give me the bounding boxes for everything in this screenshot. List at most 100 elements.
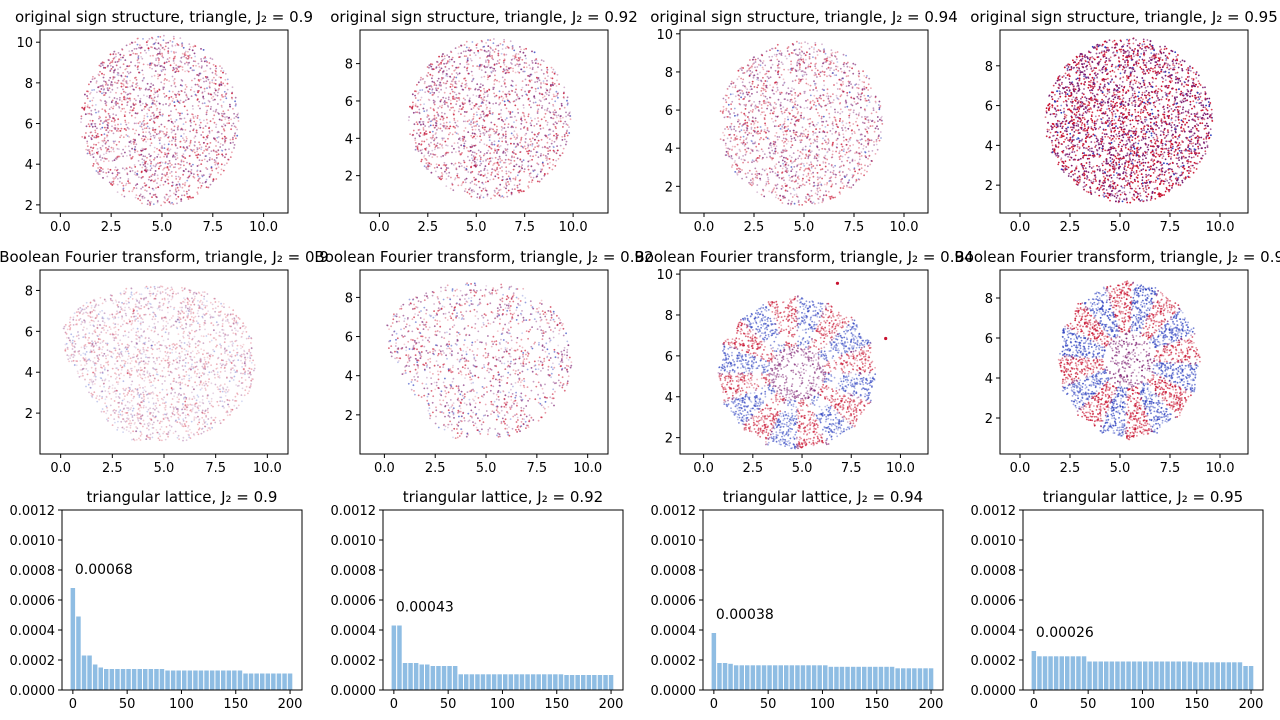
- scatter-point: [181, 56, 183, 58]
- scatter-point: [100, 120, 102, 122]
- scatter-point: [203, 136, 205, 138]
- scatter-point: [158, 133, 160, 135]
- scatter-point: [186, 62, 188, 64]
- scatter-point: [135, 130, 137, 132]
- scatter-point: [192, 108, 194, 110]
- scatter-point: [167, 166, 169, 168]
- scatter-point: [136, 79, 138, 81]
- scatter-point: [148, 49, 150, 51]
- scatter-point: [113, 147, 115, 149]
- scatter-point: [139, 164, 141, 166]
- scatter-point: [131, 42, 133, 44]
- scatter-point: [105, 143, 107, 145]
- scatter-point: [478, 129, 480, 131]
- scatter-point: [84, 102, 86, 104]
- scatter-point: [129, 100, 131, 102]
- scatter-point: [135, 87, 137, 89]
- scatter-point: [190, 125, 192, 127]
- scatter-point: [532, 137, 534, 139]
- scatter-point: [221, 150, 223, 152]
- scatter-point: [110, 169, 112, 171]
- scatter-point: [106, 176, 108, 178]
- scatter-point: [123, 78, 125, 80]
- scatter-point: [501, 141, 503, 143]
- scatter-point: [119, 67, 121, 69]
- scatter-point: [145, 185, 147, 187]
- scatter-point: [211, 166, 213, 168]
- scatter-point: [144, 163, 146, 165]
- scatter-point: [109, 108, 111, 110]
- scatter-point: [106, 129, 108, 131]
- scatter-point: [493, 93, 495, 95]
- scatter-point: [142, 38, 144, 40]
- scatter-point: [159, 74, 161, 76]
- scatter-point: [99, 91, 101, 93]
- scatter-point: [107, 87, 109, 89]
- scatter-point: [101, 92, 103, 94]
- scatter-point: [478, 106, 480, 108]
- scatter-point: [233, 113, 235, 115]
- scatter-point: [231, 97, 233, 99]
- scatter-point: [179, 184, 181, 186]
- scatter-point: [149, 119, 151, 121]
- scatter-point: [169, 201, 171, 203]
- y-tick-label: 8: [25, 77, 33, 92]
- scatter-point: [126, 65, 128, 67]
- scatter-point: [158, 154, 160, 156]
- scatter-point: [170, 110, 172, 112]
- scatter-point: [108, 131, 110, 133]
- scatter-point: [127, 178, 129, 180]
- scatter-point: [147, 163, 149, 165]
- scatter-point: [87, 98, 89, 100]
- scatter-point: [133, 187, 135, 189]
- scatter-point: [121, 108, 123, 110]
- scatter-point: [102, 86, 104, 88]
- scatter-point: [197, 165, 199, 167]
- scatter-point: [484, 143, 486, 145]
- scatter-point: [183, 147, 185, 149]
- scatter-point: [186, 138, 188, 140]
- scatter-point: [191, 57, 193, 59]
- scatter-point: [112, 66, 114, 68]
- scatter-point: [176, 203, 178, 205]
- scatter-point: [145, 169, 147, 171]
- scatter-point: [120, 135, 122, 137]
- scatter-point: [230, 156, 232, 158]
- scatter-point: [119, 54, 121, 56]
- scatter-point: [192, 69, 194, 71]
- scatter-point: [169, 166, 171, 168]
- scatter-point: [93, 156, 95, 158]
- scatter-point: [154, 137, 156, 139]
- scatter-point: [144, 165, 146, 167]
- scatter-point: [115, 166, 117, 168]
- scatter-point: [193, 60, 195, 62]
- scatter-point: [437, 147, 439, 149]
- scatter-point: [219, 65, 221, 67]
- scatter-point: [196, 147, 198, 149]
- scatter-point: [146, 113, 148, 115]
- scatter-point: [134, 41, 136, 43]
- scatter-point: [149, 38, 151, 40]
- scatter-point: [90, 110, 92, 112]
- scatter-point: [127, 71, 129, 73]
- scatter-point: [116, 102, 118, 104]
- scatter-point: [157, 53, 159, 55]
- scatter-point: [165, 46, 167, 48]
- scatter-point: [148, 131, 150, 133]
- scatter-point: [199, 108, 201, 110]
- scatter-point: [189, 185, 191, 187]
- scatter-point: [123, 190, 125, 192]
- scatter-point: [154, 135, 156, 137]
- scatter-point: [164, 144, 166, 146]
- scatter-point: [108, 122, 110, 124]
- scatter-point: [90, 147, 92, 149]
- scatter-point: [206, 186, 208, 188]
- scatter-point: [168, 176, 170, 178]
- scatter-point: [230, 139, 232, 141]
- scatter-point: [197, 170, 199, 172]
- scatter-point: [181, 90, 183, 92]
- scatter-point: [458, 111, 460, 113]
- scatter-point: [171, 185, 173, 187]
- scatter-point: [197, 115, 199, 117]
- scatter-point: [117, 82, 119, 84]
